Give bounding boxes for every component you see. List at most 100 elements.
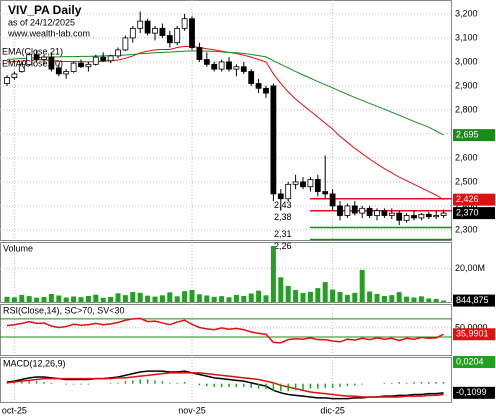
histogram-bar (346, 383, 349, 387)
value-label: 0,0204 (456, 356, 484, 366)
histogram-bar (21, 382, 23, 384)
candle-body (181, 18, 188, 29)
candle-body (322, 191, 329, 195)
value-label: 2,695 (456, 129, 479, 139)
volume-bar (241, 295, 247, 302)
histogram-bar (383, 382, 386, 384)
candle-body (374, 210, 380, 216)
volume-bar (330, 289, 336, 302)
volume-bar (337, 291, 343, 302)
candle-body (152, 27, 158, 34)
candle-body (11, 73, 18, 78)
y-tick-label: 2,900 (455, 80, 478, 90)
value-box (453, 356, 495, 368)
volume-bar (352, 292, 358, 302)
volume-bar (100, 297, 106, 302)
histogram-bar (161, 381, 164, 384)
histogram-bar (309, 383, 312, 389)
candle-body (329, 193, 336, 207)
histogram-bar (272, 383, 275, 392)
volume-bar (300, 292, 306, 302)
histogram-bar (265, 383, 267, 389)
candle-body (211, 63, 218, 70)
volume-bar (93, 294, 99, 302)
value-label: 2,370 (456, 207, 479, 217)
candle-body (144, 20, 151, 34)
volume-bar (285, 285, 291, 302)
panel-frame (0, 357, 452, 403)
histogram-bar (28, 381, 30, 384)
volume-bar (211, 296, 217, 302)
histogram-bar (442, 381, 445, 384)
level-label: 2,26 (274, 241, 292, 251)
histogram-bar (72, 383, 75, 385)
volume-bar (189, 289, 195, 302)
candle-body (255, 83, 262, 89)
y-tick-label: 2,300 (455, 224, 478, 234)
histogram-bar (361, 383, 363, 385)
histogram-bar (13, 382, 16, 384)
level-label: 2,31 (274, 229, 292, 239)
volume-bar (204, 295, 210, 302)
y-tick-label: 3,200 (455, 8, 478, 18)
histogram-bar (6, 382, 8, 384)
volume-bar (174, 296, 180, 302)
value-label: 844,875 (456, 295, 489, 305)
candle-body (366, 207, 373, 216)
histogram-bar (43, 382, 45, 384)
candle-body (344, 205, 351, 216)
volume-bar (137, 292, 143, 302)
y-tick-label: 3,000 (455, 56, 478, 66)
histogram-bar (124, 381, 127, 384)
panel-frame (0, 304, 452, 356)
histogram-bar (154, 380, 156, 384)
candle-body (129, 27, 136, 39)
candle-body (433, 215, 440, 218)
candle-body (218, 61, 225, 70)
value-box (453, 386, 495, 399)
histogram-bar (87, 383, 90, 385)
candle-body (292, 181, 299, 185)
histogram-bar (391, 382, 393, 384)
level-label: 2,43 (274, 200, 292, 210)
volume-bar (34, 297, 40, 302)
histogram-bar (324, 383, 326, 388)
candle-body (4, 77, 10, 84)
candle-body (166, 35, 173, 44)
histogram-bar (220, 383, 223, 387)
volume-bar (145, 295, 151, 302)
y-tick-label: 2,600 (455, 152, 478, 162)
volume-bar (426, 298, 432, 302)
candle-body (92, 56, 99, 65)
histogram-bar (287, 383, 289, 392)
volume-bar (56, 295, 62, 302)
indicator-line (6, 372, 444, 398)
candle-body (359, 207, 366, 214)
candle-body (351, 205, 358, 214)
value-box (453, 129, 495, 142)
candle-body (55, 67, 62, 75)
y-tick-label: 50,0000 (455, 322, 488, 332)
volume-bar (63, 297, 69, 302)
volume-bar (404, 296, 410, 302)
candle-body (26, 54, 33, 65)
volume-bar (322, 282, 328, 302)
volume-bar (389, 295, 395, 302)
volume-bar (374, 293, 380, 302)
histogram-bar (109, 382, 112, 384)
candle-body (115, 49, 121, 57)
candle-body (226, 61, 232, 70)
histogram-bar (132, 380, 134, 384)
value-label: 35,9901 (456, 329, 489, 339)
volume-bar (196, 294, 202, 302)
volume-bar (167, 292, 173, 302)
x-tick-label: oct-25 (2, 405, 27, 415)
candle-body (337, 205, 343, 216)
volume-bar (344, 294, 350, 302)
volume-bar (278, 277, 284, 302)
volume-bar (108, 296, 114, 302)
candle-body (78, 62, 84, 68)
candle-body (300, 181, 306, 188)
candle-body (137, 20, 144, 29)
